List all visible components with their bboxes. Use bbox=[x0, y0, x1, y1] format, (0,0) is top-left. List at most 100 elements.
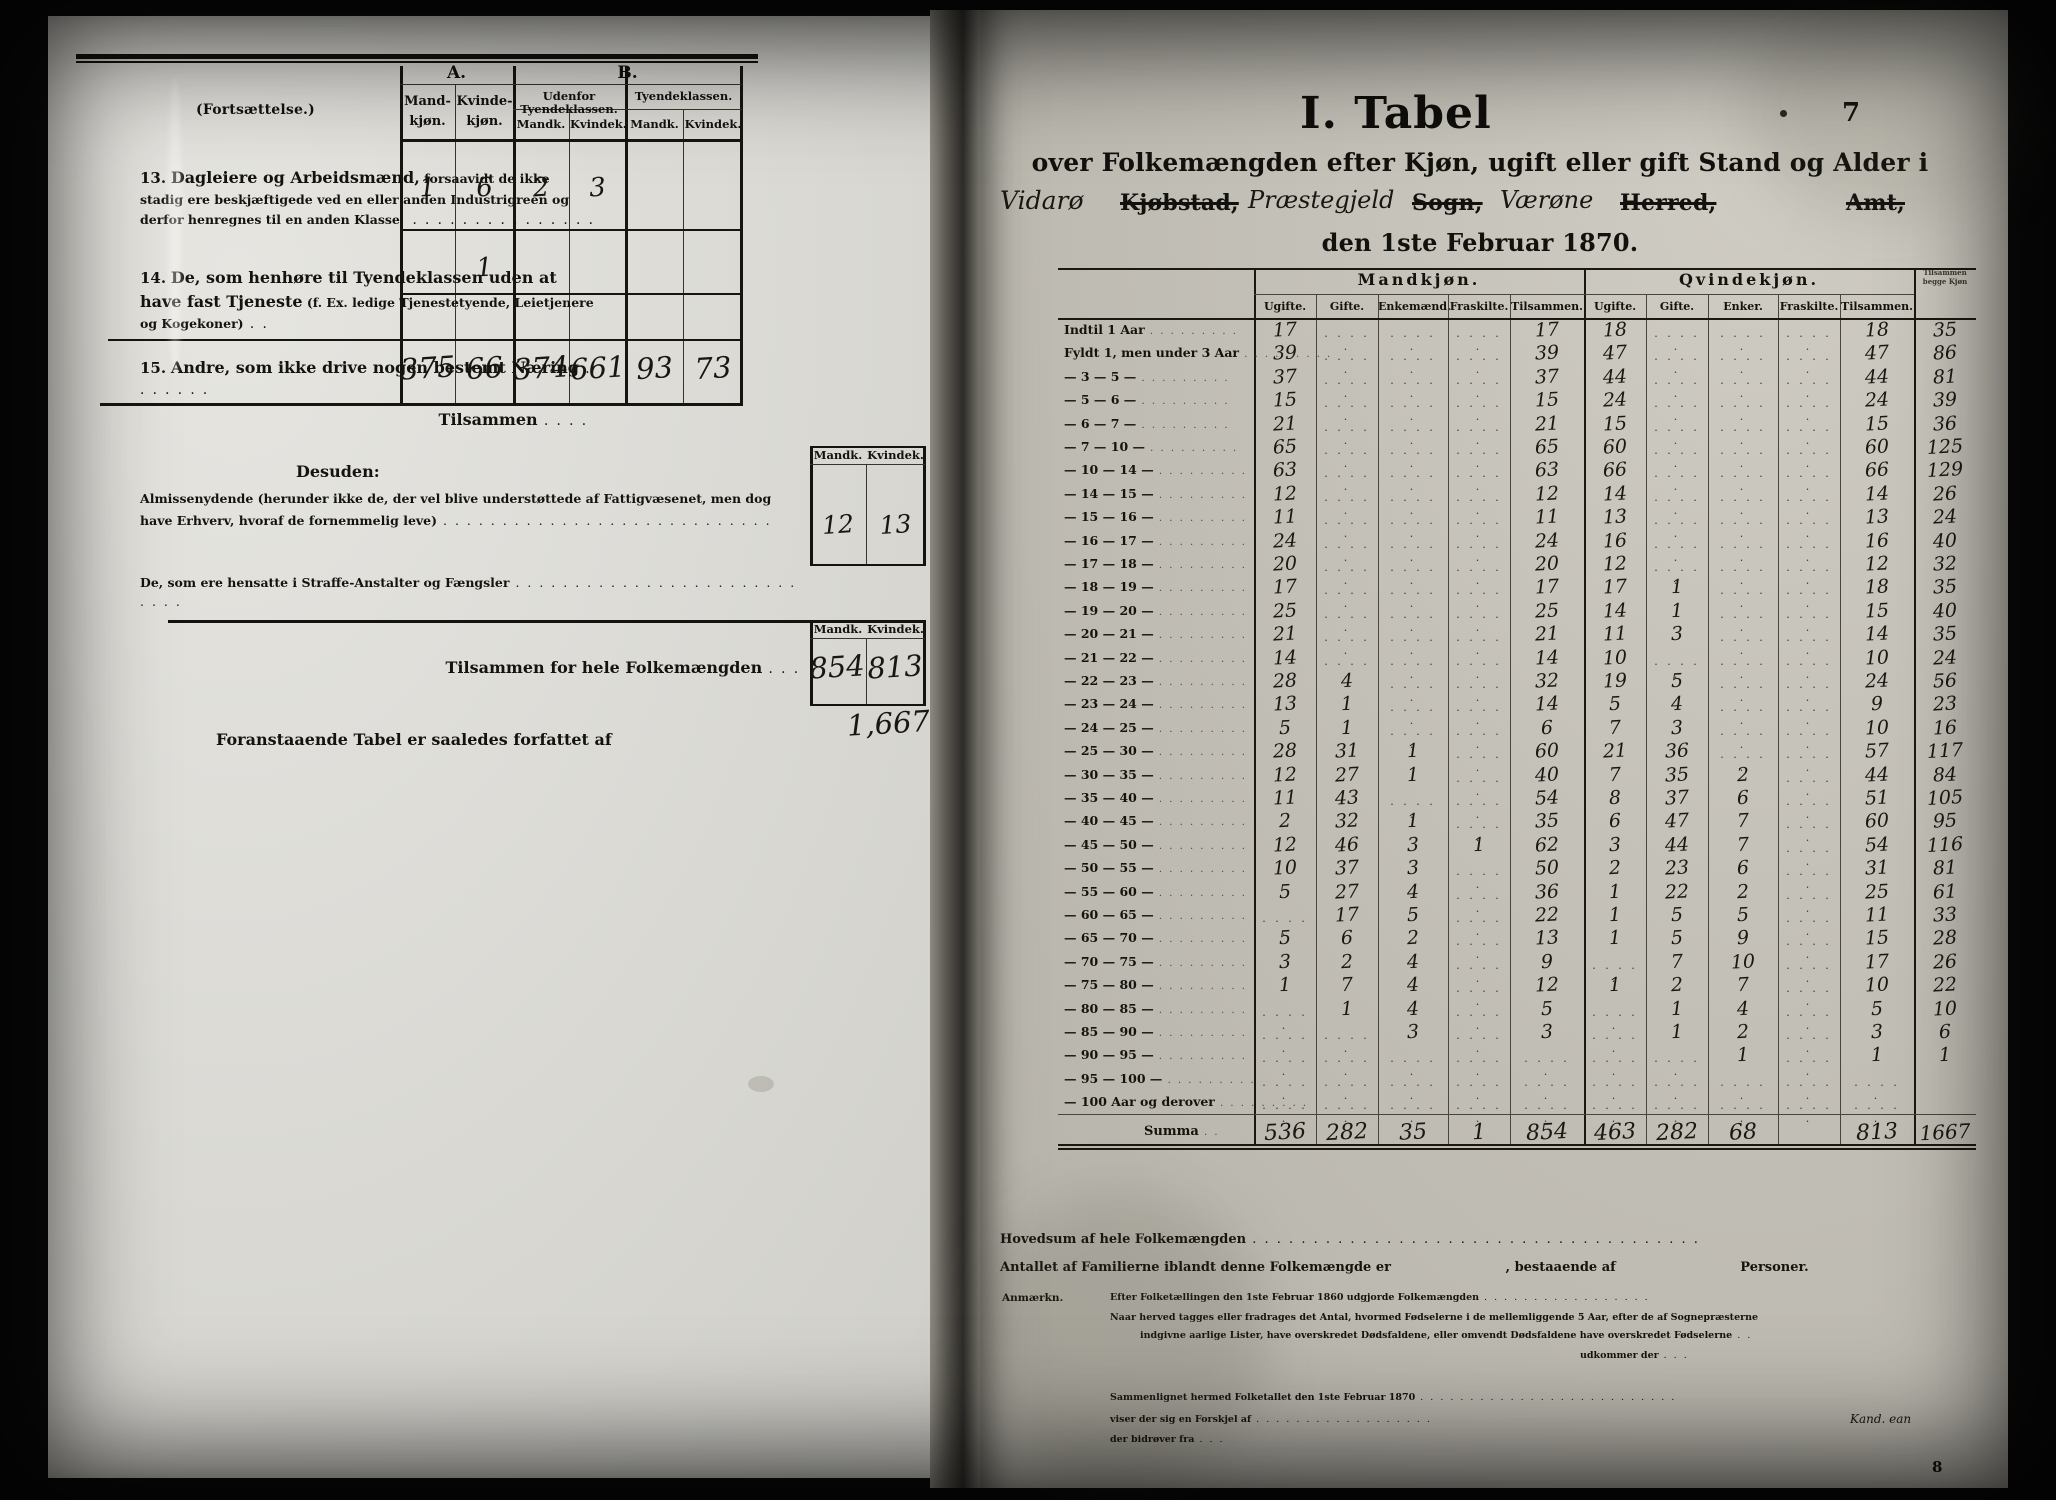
census-cell-m-22-3: 1 bbox=[1472, 833, 1486, 857]
census-cell-f-empty-2-2: . . . . . bbox=[1720, 373, 1766, 400]
footer-hovedsum: Hovedsum af hele Folkemængden . . . . . … bbox=[1000, 1232, 1700, 1247]
census-row-age-5: — 7 — 10 — . . . . . . . . . bbox=[1064, 439, 1239, 454]
census-cell-f-17-0: 7 bbox=[1608, 716, 1622, 740]
census-cell-m-empty-10-1: . . . . . bbox=[1324, 561, 1370, 587]
census-cell-m-16-0: 13 bbox=[1272, 692, 1298, 717]
census-cell-m-25-2: 5 bbox=[1406, 903, 1420, 927]
census-cell-f-empty-1-1: . . . . . bbox=[1654, 350, 1700, 377]
census-cell-m-1-4: 39 bbox=[1534, 341, 1560, 366]
census-cell-m-empty-8-2: . . . . . bbox=[1390, 514, 1436, 541]
census-cell-f-8-0: 13 bbox=[1602, 505, 1628, 529]
census-cell-m-26-1: 6 bbox=[1340, 927, 1354, 950]
census-cell-f-30-1: 1 bbox=[1670, 1020, 1684, 1044]
footer-anmaerkn-1-text: Efter Folketællingen den 1ste Februar 18… bbox=[1110, 1292, 1480, 1303]
grand-total-female: 813 bbox=[866, 648, 924, 686]
census-cell-f-12-0: 14 bbox=[1602, 599, 1628, 623]
census-cell-m-empty-32-4: . . . . . bbox=[1524, 1075, 1570, 1102]
census-cell-m-empty-30-1: . . . . . bbox=[1324, 1029, 1370, 1055]
census-cell-f-22-1: 44 bbox=[1664, 833, 1690, 857]
census-cell-m-empty-3-3: . . . . . bbox=[1456, 397, 1502, 424]
signature-line: Foranstaaende Tabel er saaledes forfatte… bbox=[216, 730, 612, 749]
col-a-male-l1: Mand- bbox=[404, 94, 451, 109]
census-group-female: Qvindekjøn. bbox=[1678, 270, 1820, 289]
census-row-age-2: — 3 — 5 — . . . . . . . . . bbox=[1064, 368, 1230, 384]
census-cell-m-empty-9-1: . . . . . bbox=[1324, 537, 1370, 564]
col-a-male-l2: kjøn. bbox=[409, 114, 446, 129]
census-cell-m-empty-5-1: . . . . . bbox=[1324, 444, 1370, 470]
census-cell-f-0-4: 18 bbox=[1864, 318, 1890, 342]
census-row-age-31: — 90 — 95 — . . . . . . . . . bbox=[1064, 1047, 1247, 1063]
footer-familier: Antallet af Familierne iblandt denne Fol… bbox=[1000, 1260, 1809, 1275]
census-cell-m-empty-33-3: . . . . . bbox=[1456, 1099, 1502, 1126]
census-cell-m-empty-8-1: . . . . . bbox=[1324, 514, 1370, 541]
census-cell-m-empty-29-0: . . . . . bbox=[1262, 1005, 1308, 1032]
census-cell-m-19-4: 40 bbox=[1534, 762, 1560, 787]
census-cell-f-empty-15-2: . . . . . bbox=[1720, 678, 1766, 704]
census-cell-m-8-4: 11 bbox=[1534, 505, 1560, 529]
census-cell-m-empty-0-3: . . . . . bbox=[1456, 327, 1502, 353]
census-cell-m-26-0: 5 bbox=[1278, 927, 1292, 950]
census-cell-f-7-0: 14 bbox=[1602, 482, 1628, 506]
census-row-age-32: — 95 — 100 — . . . . . . . . . bbox=[1064, 1070, 1256, 1086]
census-cell-f-23-2: 6 bbox=[1736, 856, 1750, 880]
census-cell-m-empty-12-3: . . . . . bbox=[1456, 607, 1502, 634]
census-subcol-female-3: Fraskilte. bbox=[1779, 300, 1839, 313]
census-row-age-13: — 20 — 21 — . . . . . . . . . bbox=[1064, 626, 1247, 642]
census-cell-f-27-1: 7 bbox=[1670, 950, 1684, 974]
table-subtitle: over Folkemængden efter Kjøn, ugift elle… bbox=[1031, 148, 1929, 177]
census-cell-f-14-0: 10 bbox=[1602, 645, 1628, 670]
census-cell-m-18-0: 28 bbox=[1272, 739, 1298, 763]
census-cell-m-7-4: 12 bbox=[1534, 482, 1560, 506]
census-cell-f-4-4: 15 bbox=[1864, 411, 1890, 436]
row-14: 14. De, som henhøre til Tyendeklassen ud… bbox=[140, 268, 594, 332]
census-cell-total-31: 1 bbox=[1938, 1044, 1952, 1067]
census-cell-f-empty-26-3: . . . . . bbox=[1786, 935, 1832, 962]
census-cell-f-empty-20-3: . . . . . bbox=[1786, 795, 1832, 821]
herred-handwritten: Værøne bbox=[1500, 186, 1594, 214]
census-summa-f-1: 282 bbox=[1655, 1118, 1699, 1146]
census-cell-f-empty-7-2: . . . . . bbox=[1720, 490, 1766, 517]
census-cell-f-24-0: 1 bbox=[1608, 880, 1622, 903]
census-cell-m-empty-15-3: . . . . . bbox=[1456, 678, 1502, 704]
census-cell-m-0-4: 17 bbox=[1534, 318, 1560, 342]
census-subcol-male-3: Fraskilte. bbox=[1449, 300, 1509, 313]
census-cell-f-empty-3-3: . . . . . bbox=[1786, 397, 1832, 424]
census-cell-m-28-2: 4 bbox=[1406, 973, 1420, 997]
census-cell-m-1-0: 39 bbox=[1272, 341, 1298, 366]
census-cell-f-empty-4-1: . . . . . bbox=[1654, 420, 1700, 447]
census-cell-m-empty-32-3: . . . . . bbox=[1456, 1075, 1502, 1102]
row-15-lead: Andre, som ikke drive nogen bestemt Næri… bbox=[170, 358, 579, 377]
census-cell-f-20-0: 8 bbox=[1608, 786, 1622, 810]
census-cell-m-2-4: 37 bbox=[1534, 365, 1560, 389]
census-cell-f-19-1: 35 bbox=[1664, 762, 1690, 787]
census-subcol-male-4: Tilsammen. bbox=[1511, 300, 1583, 313]
census-cell-m-empty-32-2: . . . . . bbox=[1390, 1075, 1436, 1102]
census-cell-f-empty-25-3: . . . . . bbox=[1786, 912, 1832, 938]
col-b-out-male: Mandk. bbox=[516, 117, 566, 131]
census-cell-total-15: 56 bbox=[1932, 669, 1958, 693]
footer-viser: viser der sig en Forskjel af . . . . . .… bbox=[1110, 1414, 1432, 1425]
census-cell-m-empty-31-2: . . . . . bbox=[1390, 1052, 1436, 1079]
census-cell-total-17: 16 bbox=[1932, 716, 1958, 740]
footer-anmaerkn-label: Anmærkn. bbox=[1002, 1292, 1064, 1304]
census-cell-m-13-4: 21 bbox=[1534, 622, 1560, 646]
footer-bidrager-text: der bidrøver fra bbox=[1110, 1434, 1195, 1445]
place-line: Vidarø Kjøbstad, Præstegjeld Sogn, Værøn… bbox=[980, 186, 1990, 226]
footer-anmaerkn-3: indgivne aarlige Lister, have overskrede… bbox=[1140, 1330, 1753, 1341]
census-cell-m-empty-33-4: . . . . . bbox=[1524, 1099, 1570, 1126]
row-14-number: 14. bbox=[140, 269, 167, 287]
census-cell-m-18-2: 1 bbox=[1406, 739, 1420, 763]
census-cell-m-23-4: 50 bbox=[1534, 856, 1560, 880]
census-cell-f-empty-14-2: . . . . . bbox=[1720, 654, 1766, 681]
census-cell-m-4-0: 21 bbox=[1272, 411, 1298, 436]
census-row-age-30: — 85 — 90 — . . . . . . . . . bbox=[1064, 1024, 1247, 1039]
census-cell-m-6-0: 63 bbox=[1272, 458, 1298, 483]
census-cell-m-empty-6-2: . . . . . bbox=[1390, 467, 1436, 494]
footer-sammenlignet-text: Sammenlignet hermed Folketallet den 1ste… bbox=[1110, 1392, 1416, 1403]
census-cell-m-24-4: 36 bbox=[1534, 879, 1560, 904]
census-cell-m-empty-17-2: . . . . . bbox=[1390, 724, 1436, 751]
census-cell-f-empty-29-3: . . . . . bbox=[1786, 1005, 1832, 1032]
census-cell-m-17-1: 1 bbox=[1340, 716, 1354, 740]
census-summa-label: Summa . . bbox=[1144, 1123, 1220, 1139]
census-cell-m-3-4: 15 bbox=[1534, 388, 1560, 412]
